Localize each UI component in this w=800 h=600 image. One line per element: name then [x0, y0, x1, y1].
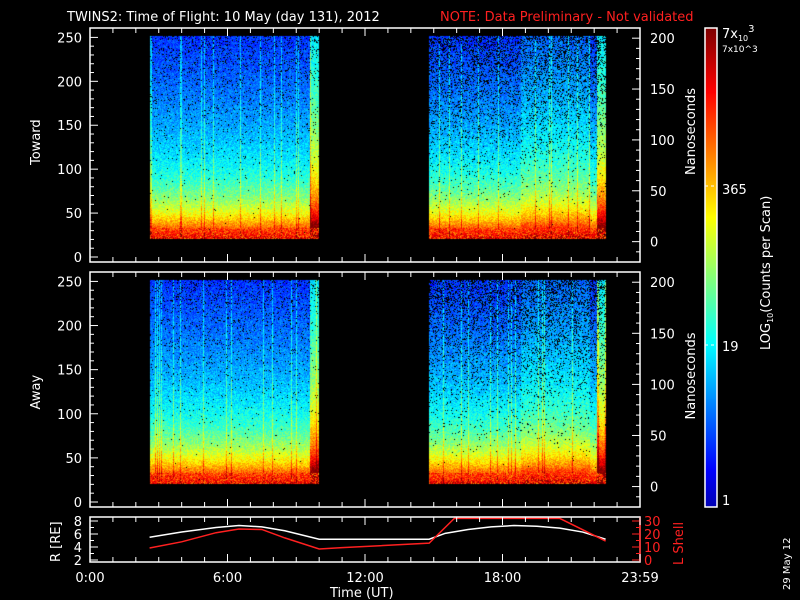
x-tick-label: 23:59 — [621, 571, 658, 586]
y-tick-label: 150 — [57, 119, 82, 134]
r-tick-label: 6 — [74, 528, 82, 543]
y2-tick-label: 50 — [650, 185, 667, 200]
y2-tick-label: 0 — [650, 481, 658, 496]
x-tick-label: 12:00 — [346, 571, 383, 586]
colorbar-tick-19: 19 — [722, 340, 739, 355]
r-tick-label: 4 — [74, 541, 82, 556]
panel-frame-away — [89, 271, 641, 508]
x-tick-label: 6:00 — [213, 571, 242, 586]
y-tick-label: 0 — [74, 251, 82, 266]
l-tick-label: 30 — [644, 515, 661, 530]
x-tick-label: 0:00 — [75, 571, 104, 586]
y-tick-label: 0 — [74, 496, 82, 511]
panel-label: Toward — [29, 119, 44, 166]
l-tick-label: 0 — [644, 554, 652, 569]
y-tick-label: 100 — [57, 408, 82, 423]
colorbar — [704, 27, 718, 508]
colorbar-tick-max-plain: 7x10^3 — [722, 45, 758, 55]
date-stamp: 29 May 12 — [782, 538, 793, 590]
colorbar-label: LOG10(Counts per Scan) — [759, 196, 775, 350]
l-tick-label: 10 — [644, 541, 661, 556]
r-tick-label: 2 — [74, 554, 82, 569]
y-tick-label: 50 — [65, 452, 82, 467]
y2-tick-label: 100 — [650, 378, 675, 393]
y-tick-label: 250 — [57, 275, 82, 290]
ephem-line-l-shell — [149, 517, 606, 550]
colorbar-tick-1: 1 — [722, 494, 730, 509]
y-tick-label: 150 — [57, 364, 82, 379]
colorbar-tick-max: 7x103 — [722, 24, 755, 43]
y2-tick-label: 50 — [650, 429, 667, 444]
y2-tick-label: 200 — [650, 32, 675, 47]
y-tick-label: 50 — [65, 207, 82, 222]
x-tick-label: 18:00 — [484, 571, 521, 586]
y2-axis-label: Nanoseconds — [684, 332, 699, 419]
l-tick-label: 20 — [644, 528, 661, 543]
y2-tick-label: 100 — [650, 134, 675, 149]
colorbar-labels: LOG10(Counts per Scan) 7x103 7x10^3 365 … — [722, 24, 775, 509]
y2-tick-label: 150 — [650, 327, 675, 342]
y-tick-label: 100 — [57, 163, 82, 178]
l-shell-axis-label: L Shell — [672, 522, 687, 565]
r-axis-label: R [RE] — [49, 521, 64, 562]
y-tick-label: 200 — [57, 75, 82, 90]
y-tick-label: 200 — [57, 320, 82, 335]
colorbar-tick-365: 365 — [722, 183, 747, 198]
y2-axis-label: Nanoseconds — [684, 88, 699, 175]
x-axis-label: Time (UT) — [329, 586, 394, 600]
plot-title: TWINS2: Time of Flight: 10 May (day 131)… — [66, 10, 380, 25]
panel-frame-toward — [89, 27, 641, 263]
r-tick-label: 8 — [74, 515, 82, 530]
y2-tick-label: 200 — [650, 276, 675, 291]
y2-tick-label: 150 — [650, 83, 675, 98]
y-tick-label: 250 — [57, 31, 82, 46]
preliminary-note: NOTE: Data Preliminary - Not validated — [440, 10, 694, 25]
panel-label: Away — [29, 375, 44, 410]
y2-tick-label: 0 — [650, 236, 658, 251]
